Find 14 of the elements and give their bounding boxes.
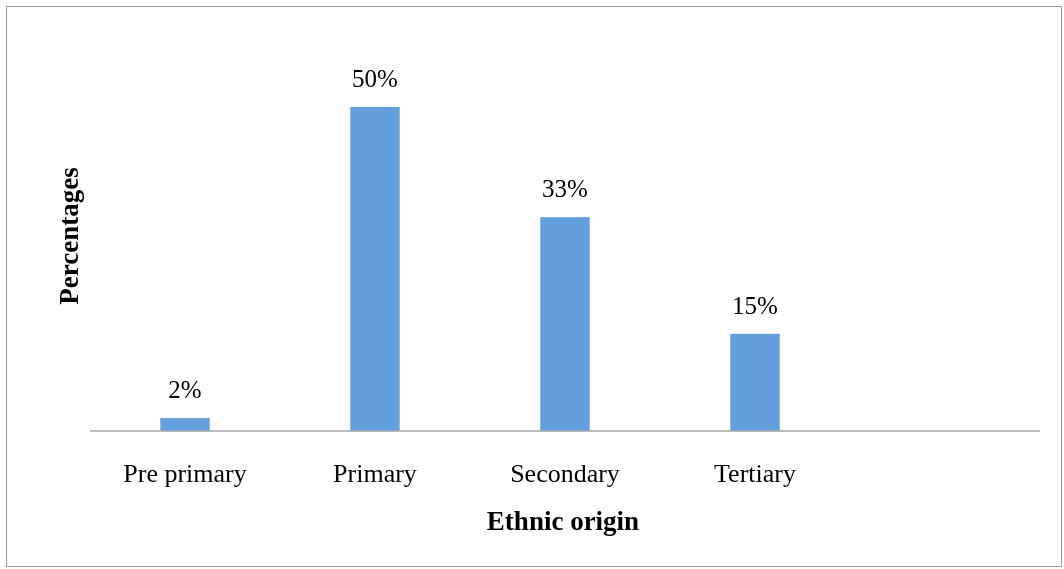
- bar: [160, 418, 210, 431]
- x-tick-label: Primary: [333, 459, 417, 488]
- y-axis-title: Percentages: [54, 167, 84, 305]
- bar: [540, 217, 590, 431]
- data-label: 2%: [168, 376, 202, 404]
- data-label: 15%: [732, 291, 778, 319]
- data-label: 50%: [352, 65, 398, 92]
- x-tick-label: Secondary: [510, 459, 620, 488]
- x-axis-title: Ethnic origin: [486, 506, 640, 536]
- x-tick-label: Tertiary: [714, 459, 796, 488]
- data-label: 33%: [542, 175, 588, 203]
- bar: [350, 107, 400, 431]
- bar: [730, 333, 780, 431]
- x-tick-label: Pre primary: [123, 459, 247, 488]
